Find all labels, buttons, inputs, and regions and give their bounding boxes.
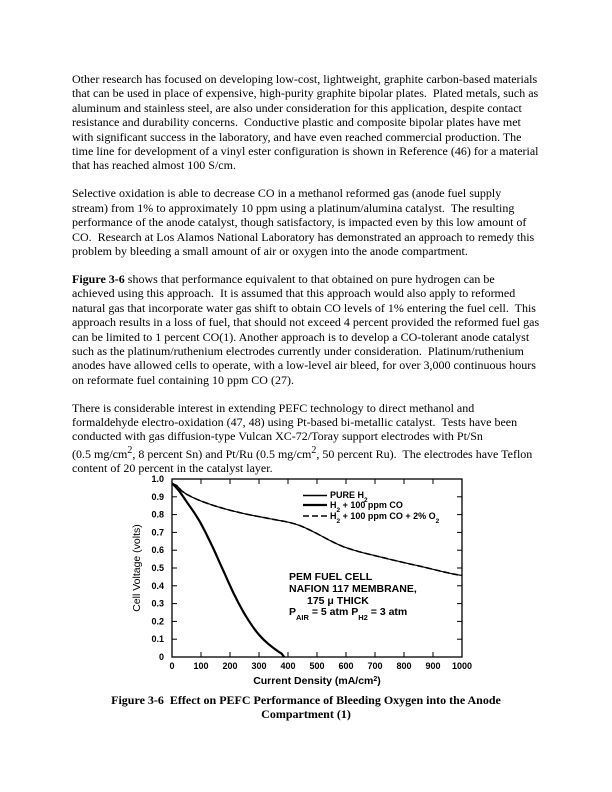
svg-text:Current Density (mA/cm2): Current Density (mA/cm2) [253, 675, 381, 687]
svg-text:PEM FUEL CELL: PEM FUEL CELL [289, 571, 373, 583]
svg-text:0.5: 0.5 [151, 563, 164, 573]
svg-text:0.6: 0.6 [151, 545, 164, 555]
svg-text:0: 0 [159, 652, 164, 662]
svg-text:NAFION 117 MEMBRANE,: NAFION 117 MEMBRANE, [289, 583, 417, 595]
svg-text:0.1: 0.1 [151, 634, 164, 644]
svg-text:500: 500 [309, 661, 324, 671]
svg-text:0.7: 0.7 [151, 527, 164, 537]
svg-text:0.2: 0.2 [151, 616, 164, 626]
svg-text:0: 0 [169, 661, 174, 671]
svg-text:300: 300 [251, 661, 266, 671]
svg-text:800: 800 [396, 661, 411, 671]
svg-text:600: 600 [338, 661, 353, 671]
svg-text:PAIR = 5 atm PH2 = 3 atm: PAIR = 5 atm PH2 = 3 atm [289, 606, 407, 622]
svg-text:700: 700 [367, 661, 382, 671]
svg-text:0.3: 0.3 [151, 599, 164, 609]
svg-text:400: 400 [280, 661, 295, 671]
svg-text:100: 100 [193, 661, 208, 671]
svg-text:0.4: 0.4 [151, 581, 164, 591]
svg-text:0.9: 0.9 [151, 492, 164, 502]
svg-text:0.8: 0.8 [151, 510, 164, 520]
svg-text:Cell Voltage (volts): Cell Voltage (volts) [131, 524, 143, 612]
svg-text:H2 + 100 ppm CO + 2% O2: H2 + 100 ppm CO + 2% O2 [330, 511, 440, 525]
svg-text:1000: 1000 [452, 661, 472, 671]
svg-text:1.0: 1.0 [151, 474, 164, 484]
svg-text:200: 200 [222, 661, 237, 671]
svg-text:900: 900 [425, 661, 440, 671]
